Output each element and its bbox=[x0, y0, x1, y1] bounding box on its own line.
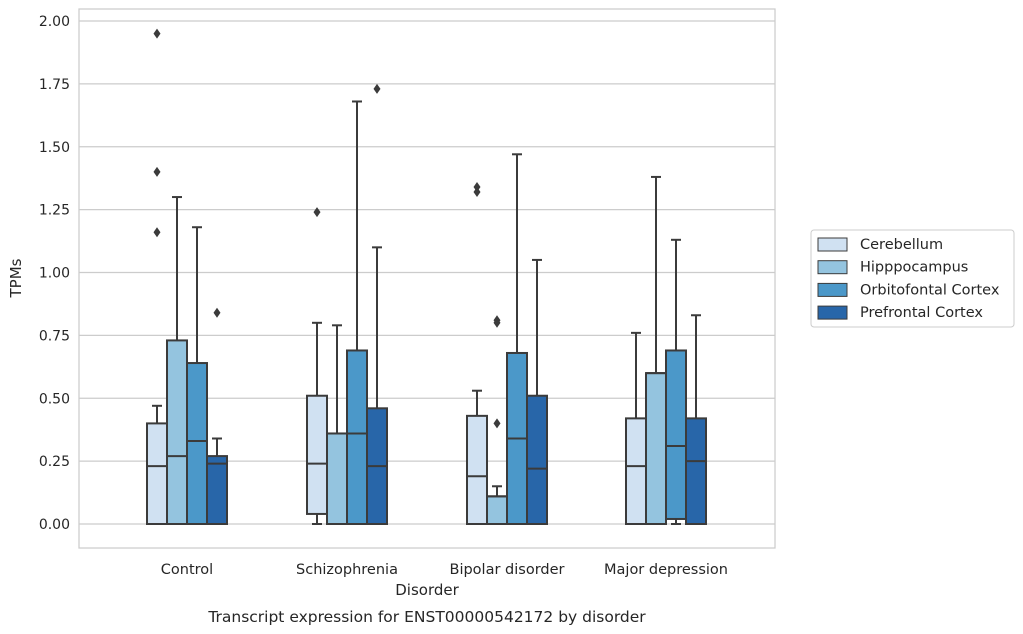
box-iqr bbox=[665, 349, 687, 520]
x-tick-label: Control bbox=[161, 562, 213, 578]
legend-swatch bbox=[817, 237, 848, 252]
box-iqr bbox=[625, 417, 647, 525]
legend-swatch bbox=[817, 260, 848, 275]
y-tick-label: 1.75 bbox=[39, 77, 70, 93]
x-tick-label: Bipolar disorder bbox=[450, 562, 565, 578]
box-iqr bbox=[146, 422, 168, 525]
outlier-point bbox=[153, 227, 161, 238]
legend-swatch bbox=[817, 282, 848, 297]
category-group bbox=[146, 28, 228, 526]
legend-frame bbox=[810, 229, 1015, 328]
y-tick-label: 2.00 bbox=[39, 14, 70, 30]
legend-label: Hipppocampus bbox=[860, 260, 968, 276]
legend-label: Cerebellum bbox=[860, 237, 943, 253]
box bbox=[466, 181, 488, 526]
box bbox=[326, 324, 348, 525]
outlier-point bbox=[493, 317, 501, 328]
y-axis-label: TPMs bbox=[7, 258, 25, 298]
x-tick-labels: Control Schizophrenia Bipolar disorder Majo… bbox=[161, 562, 728, 578]
y-tick-label: 0.00 bbox=[39, 517, 70, 533]
box bbox=[186, 226, 208, 526]
box-groups bbox=[146, 28, 707, 526]
y-tick-labels: 0.00 0.25 0.50 0.75 1.00 1.25 1.50 1.75 2.00 bbox=[39, 14, 70, 533]
legend-label: Orbitofontal Cortex bbox=[860, 282, 1000, 298]
box bbox=[486, 315, 508, 525]
outlier-point bbox=[373, 83, 381, 94]
chart-caption: Transcript expression for ENST0000054217… bbox=[207, 608, 646, 626]
legend: Cerebellum Hipppocampus Orbitofontal Corte… bbox=[810, 229, 1015, 328]
outlier-point bbox=[473, 187, 481, 198]
y-tick-label: 0.25 bbox=[39, 454, 70, 470]
y-tick-label: 0.50 bbox=[39, 391, 70, 407]
box-iqr bbox=[645, 372, 667, 525]
outlier-point bbox=[473, 181, 481, 192]
category-group bbox=[306, 83, 388, 525]
box-iqr bbox=[466, 414, 488, 526]
box bbox=[625, 331, 647, 525]
box bbox=[685, 314, 707, 525]
outlier-point bbox=[493, 418, 501, 429]
box-iqr bbox=[166, 339, 188, 525]
box-iqr bbox=[186, 362, 208, 526]
x-tick-label: Schizophrenia bbox=[296, 562, 398, 578]
category-group bbox=[625, 175, 707, 525]
y-tick-label: 0.75 bbox=[39, 328, 70, 344]
legend-label: Prefrontal Cortex bbox=[860, 305, 983, 321]
box-iqr bbox=[526, 394, 548, 525]
outlier-point bbox=[153, 28, 161, 39]
legend-swatch bbox=[817, 305, 848, 320]
box-iqr bbox=[206, 455, 228, 525]
y-tick-label: 1.00 bbox=[39, 266, 70, 282]
box bbox=[526, 258, 548, 525]
outlier-point bbox=[313, 207, 321, 218]
box-iqr bbox=[685, 417, 707, 525]
outlier-point bbox=[213, 307, 221, 318]
box-iqr bbox=[326, 432, 348, 525]
box bbox=[206, 307, 228, 525]
box-iqr bbox=[306, 394, 328, 515]
box bbox=[366, 83, 388, 525]
x-tick-label: Major depression bbox=[604, 562, 728, 578]
y-tick-label: 1.25 bbox=[39, 203, 70, 219]
y-tick-label: 1.50 bbox=[39, 140, 70, 156]
box bbox=[306, 207, 328, 525]
outlier-point bbox=[153, 166, 161, 177]
box bbox=[665, 238, 687, 525]
box-iqr bbox=[486, 495, 508, 525]
category-group bbox=[466, 153, 548, 526]
box-iqr bbox=[346, 349, 368, 525]
x-axis-label: Disorder bbox=[395, 581, 459, 599]
